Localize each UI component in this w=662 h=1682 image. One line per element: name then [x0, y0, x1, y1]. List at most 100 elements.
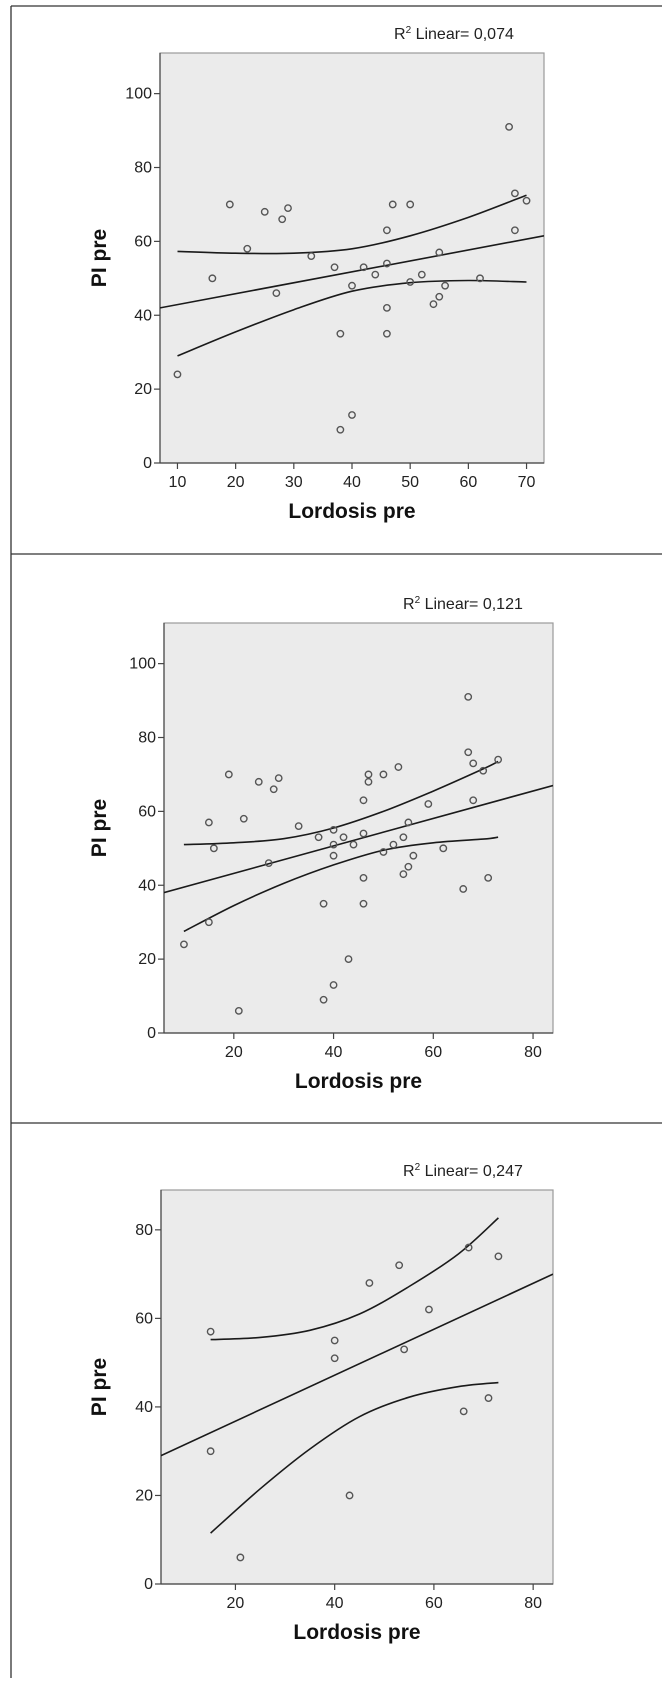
data-point	[209, 844, 218, 853]
y-tick-label: 0	[147, 1025, 156, 1042]
data-point	[379, 770, 388, 779]
fit-line	[161, 1273, 553, 1457]
data-point	[336, 329, 345, 338]
data-point	[359, 263, 368, 272]
data-point	[476, 274, 484, 283]
data-point	[371, 270, 380, 279]
y-tick-label: 100	[125, 86, 152, 103]
data-point	[441, 281, 449, 290]
data-point	[364, 777, 373, 786]
data-point	[329, 851, 338, 860]
data-point	[269, 785, 278, 794]
y-tick-label: 40	[134, 307, 152, 324]
x-tick-label: 60	[424, 1044, 442, 1061]
data-point	[204, 818, 213, 827]
data-point	[459, 1407, 468, 1416]
data-point	[399, 833, 408, 842]
r2-annotation: R2 Linear= 0,074	[394, 25, 514, 43]
data-point	[348, 411, 356, 419]
y-tick-label: 100	[129, 656, 156, 673]
y-tick-label: 0	[143, 455, 152, 472]
data-point	[388, 200, 397, 209]
y-axis-title: PI pre	[88, 1358, 111, 1416]
y-tick-label: 40	[135, 1399, 153, 1416]
plot-content	[161, 1217, 553, 1562]
data-point	[424, 800, 433, 808]
data-point	[479, 766, 488, 775]
data-point	[278, 215, 287, 224]
x-tick-label: 40	[343, 474, 361, 491]
ci-upper-curve	[210, 1217, 499, 1341]
data-point	[284, 204, 292, 213]
x-tick-label: 40	[326, 1595, 344, 1612]
data-point	[511, 189, 519, 198]
data-point	[435, 292, 444, 301]
data-point	[336, 425, 345, 434]
x-tick-label: 60	[459, 474, 477, 491]
data-point	[206, 1327, 215, 1336]
data-point	[464, 692, 473, 701]
data-point	[359, 796, 368, 805]
data-point	[484, 1394, 493, 1402]
chart-panel-3: R2 Linear= 0,247 0 20 40 60 80 20 40 60 80 Lordosi…	[88, 1162, 554, 1644]
y-tick-label: 60	[135, 1310, 153, 1327]
x-tick-label: 20	[225, 1044, 243, 1061]
data-point	[339, 833, 348, 842]
data-point	[383, 303, 391, 312]
fit-line	[160, 235, 544, 309]
data-point	[406, 278, 415, 286]
r2-annotation: R2 Linear= 0,247	[403, 1162, 523, 1180]
data-point	[225, 200, 234, 209]
data-point	[330, 263, 339, 272]
data-point	[359, 899, 368, 908]
x-tick-label: 80	[524, 1044, 542, 1061]
data-point	[364, 770, 373, 779]
y-tick-label: 20	[135, 1487, 153, 1504]
data-point	[400, 1345, 409, 1354]
data-point	[389, 840, 398, 849]
x-tick-label: 40	[325, 1044, 343, 1061]
data-point	[522, 196, 531, 205]
data-point	[307, 252, 316, 261]
data-point	[439, 844, 448, 853]
data-point	[469, 759, 478, 768]
data-point	[180, 940, 188, 949]
x-tick-label: 20	[227, 1595, 245, 1612]
x-tick-label: 10	[169, 474, 187, 491]
data-point	[383, 226, 391, 235]
data-point	[464, 1243, 473, 1252]
data-point	[344, 955, 353, 964]
data-point	[254, 777, 263, 786]
data-point	[406, 200, 415, 209]
data-point	[294, 822, 303, 831]
data-point	[204, 918, 213, 927]
x-axis-title: Lordosis pre	[295, 1070, 422, 1093]
x-tick-label: 60	[425, 1595, 443, 1612]
data-point	[329, 981, 338, 989]
r2-annotation: R2 Linear= 0,121	[403, 595, 523, 613]
data-point	[319, 995, 328, 1004]
chart-panel-1: R2 Linear= 0,074 0 20 40 60 80 100 10 20 30 40 50 60…	[88, 25, 545, 523]
plot-area	[159, 52, 545, 464]
plot-content	[160, 122, 544, 434]
data-point	[208, 274, 217, 283]
data-point	[394, 763, 403, 771]
data-point	[224, 770, 233, 779]
data-point	[383, 259, 391, 268]
y-axis-title: PI pre	[88, 799, 111, 857]
data-point	[359, 829, 368, 838]
y-tick-label: 60	[138, 803, 156, 820]
ci-upper-curve	[177, 194, 527, 255]
y-tick-label: 40	[138, 877, 156, 894]
x-axis-title: Lordosis pre	[288, 500, 415, 523]
data-point	[345, 1491, 354, 1500]
chart-panel-2: R2 Linear= 0,121 0 20 40 60 80 100 20 40 60 80 Lord…	[88, 595, 554, 1093]
y-tick-label: 80	[134, 160, 152, 177]
y-tick-label: 20	[134, 381, 152, 398]
data-point	[464, 748, 473, 757]
y-tick-label: 0	[144, 1576, 153, 1593]
data-point	[459, 885, 468, 893]
data-point	[425, 1305, 433, 1314]
